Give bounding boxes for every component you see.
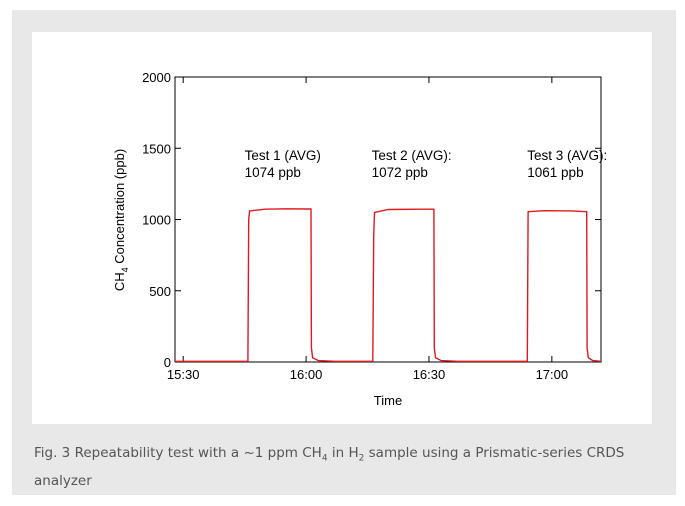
plot-frame (174, 76, 602, 363)
test-annotation-value: 1074 ppb (245, 165, 301, 180)
test-annotation-value: 1072 ppb (372, 165, 428, 180)
test-annotation-title: Test 2 (AVG): (372, 148, 452, 163)
y-tick-label: 0 (164, 355, 171, 370)
test-annotation-title: Test 1 (AVG) (245, 148, 321, 163)
y-axis-label: CH4 Concentration (ppb) (112, 149, 130, 291)
x-tick-label: 15:30 (167, 367, 200, 382)
y-tick-label: 1500 (142, 141, 171, 156)
ch4-concentration-chart: 0 500 1000 1500 2000 15:30 16:00 16:30 17:00 Tes… (112, 70, 607, 408)
y-tick-label: 2000 (142, 70, 171, 85)
test-annotation-title: Test 3 (AVG): (527, 148, 607, 163)
figure-card: 0 500 1000 1500 2000 15:30 16:00 16:30 17:00 Tes… (12, 10, 676, 495)
x-tick-label: 16:30 (413, 367, 446, 382)
figure-caption: Fig. 3 Repeatability test with a ~1 ppm … (34, 445, 625, 489)
y-tick-label: 500 (149, 284, 171, 299)
plot-panel: 0 500 1000 1500 2000 15:30 16:00 16:30 17:00 Tes… (32, 32, 652, 424)
y-tick-label: 1000 (142, 213, 171, 228)
x-axis-label: Time (374, 393, 402, 408)
test-annotation-value: 1061 ppb (527, 165, 583, 180)
ch4-series-line (175, 208, 602, 362)
x-tick-label: 17:00 (536, 367, 569, 382)
x-tick-label: 16:00 (290, 367, 323, 382)
